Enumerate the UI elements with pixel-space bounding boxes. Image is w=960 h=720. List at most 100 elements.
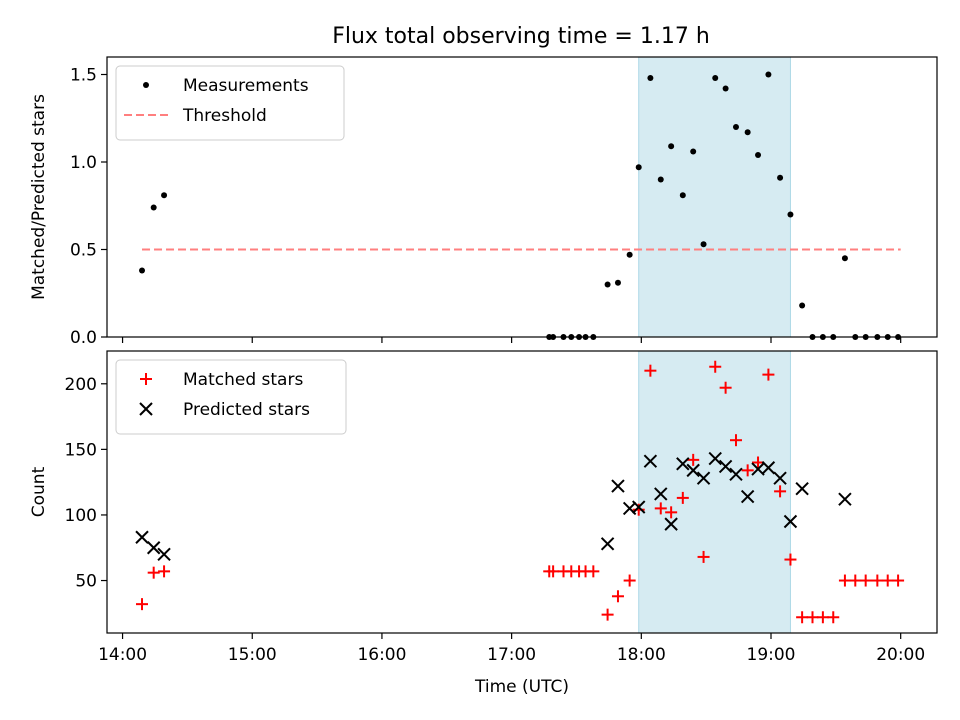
marker-stroke	[795, 482, 809, 496]
measurement-point	[635, 164, 642, 171]
y-tick-label: 1.0	[70, 153, 97, 173]
matched-stars-marker	[729, 434, 742, 447]
marker-stroke	[751, 462, 765, 476]
predicted-stars-marker	[729, 467, 743, 482]
matched-stars-marker	[892, 574, 905, 587]
predicted-stars-marker	[664, 517, 678, 531]
matched-stars-marker	[806, 611, 819, 624]
matched-stars-marker	[644, 364, 657, 377]
matched-stars-marker	[784, 553, 797, 566]
bottom-panel: 50 100 150 200 14:00 15:00 16:00 17:00 18:00 19:0…	[29, 350, 938, 697]
top-axes: 0.0 0.5 1.0 1.5	[70, 66, 902, 348]
x-tick-label: 16:00	[357, 645, 406, 665]
marker-stroke	[783, 514, 798, 529]
matched-stars-marker	[687, 453, 700, 466]
measurement-point	[161, 192, 168, 199]
measurement-point	[647, 75, 654, 81]
bottom-plot-area	[135, 360, 905, 624]
predicted-stars-marker	[838, 492, 852, 506]
measurement-point	[690, 148, 697, 155]
matched-stars-marker	[762, 368, 775, 381]
matched-stars-marker	[665, 506, 678, 519]
top-axes-frame	[106, 56, 938, 338]
matched-stars-marker	[611, 590, 624, 603]
measurement-point	[841, 255, 848, 262]
marker-stroke	[157, 547, 171, 562]
predicted-stars-marker	[611, 479, 625, 493]
matched-stars-marker	[654, 502, 667, 515]
y-tick-label: 200	[65, 375, 97, 395]
legend-label: Threshold	[182, 106, 267, 126]
measurement-point	[604, 281, 611, 288]
matched-stars-marker	[719, 381, 732, 394]
y-tick-label: 0.5	[70, 241, 97, 261]
legend-marker	[143, 82, 149, 88]
marker-stroke	[761, 461, 776, 475]
matched-stars-marker	[147, 566, 160, 579]
matched-stars-marker	[816, 611, 829, 624]
measurement-point	[765, 71, 772, 78]
matched-stars-marker	[881, 574, 894, 587]
marker-stroke	[773, 471, 787, 485]
matched-stars-marker	[136, 598, 149, 611]
x-axis-label: Time (UTC)	[474, 677, 569, 697]
predicted-stars-marker	[654, 487, 668, 501]
predicted-stars-marker	[718, 459, 733, 474]
legend-label: Matched stars	[183, 370, 303, 390]
marker-stroke	[135, 530, 149, 544]
x-tick-label: 14:00	[98, 645, 147, 665]
marker-stroke	[146, 541, 161, 555]
measurement-point	[722, 85, 729, 92]
matched-stars-marker	[676, 491, 689, 504]
y-tick-label: 0.0	[70, 328, 97, 348]
marker-stroke	[729, 467, 743, 482]
matched-stars-marker	[796, 611, 809, 624]
top-panel: 0.0 0.5 1.0 1.5 Matched/Predicted stars Mea…	[29, 56, 938, 348]
predicted-stars-marker	[686, 463, 700, 478]
top-legend: Measurements Threshold	[115, 65, 345, 141]
measurement-point	[700, 241, 707, 248]
matched-stars-marker	[774, 485, 787, 498]
marker-stroke	[740, 489, 755, 504]
bottom-legend: Matched stars Predicted stars	[115, 359, 347, 435]
matched-stars-marker	[871, 574, 884, 587]
matched-stars-marker	[547, 565, 560, 578]
predicted-stars-marker	[761, 461, 776, 475]
predicted-stars-marker	[795, 482, 809, 496]
marker-stroke	[838, 492, 852, 506]
x-tick-label: 18:00	[617, 645, 666, 665]
legend-box	[115, 359, 347, 435]
legend-label: Measurements	[183, 76, 309, 96]
observing-window-shade	[638, 56, 791, 338]
matched-stars-marker	[158, 565, 171, 578]
matched-stars-marker	[838, 574, 851, 587]
predicted-stars-marker	[696, 471, 711, 485]
predicted-stars-marker	[135, 530, 149, 544]
marker-stroke	[632, 500, 646, 514]
x-tick-label: 15:00	[228, 645, 277, 665]
legend-label: Predicted stars	[183, 400, 310, 420]
predicted-stars-marker	[643, 454, 658, 468]
y-tick-label: 100	[65, 506, 97, 526]
predicted-stars-marker	[773, 471, 787, 485]
marker-stroke	[654, 487, 668, 501]
predicted-stars-marker	[632, 500, 646, 514]
measurement-point	[614, 279, 621, 286]
predicted-stars-marker	[740, 489, 755, 504]
measurement-point	[626, 251, 633, 258]
predicted-stars-marker	[600, 537, 615, 551]
measurement-point	[150, 204, 157, 211]
marker-stroke	[686, 463, 700, 478]
predicted-stars-marker	[676, 457, 690, 471]
measurement-point	[712, 75, 719, 81]
matched-stars-marker	[709, 360, 722, 373]
legend-box	[115, 65, 345, 141]
matched-stars-marker	[623, 574, 636, 587]
measurement-point	[657, 176, 664, 183]
measurement-point	[668, 143, 675, 150]
y-tick-label: 50	[75, 572, 97, 592]
measurement-point	[732, 124, 739, 130]
measurement-point	[799, 302, 806, 309]
bottom-axes-frame	[106, 350, 938, 634]
predicted-stars-marker	[783, 514, 798, 529]
